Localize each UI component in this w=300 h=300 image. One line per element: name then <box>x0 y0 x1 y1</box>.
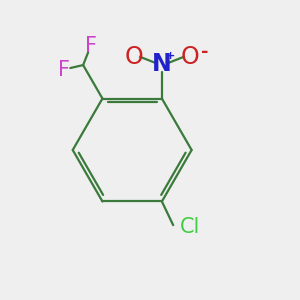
Text: N: N <box>152 52 172 76</box>
Text: +: + <box>166 51 176 61</box>
Text: Cl: Cl <box>180 217 200 237</box>
Text: F: F <box>58 59 70 80</box>
Text: F: F <box>85 36 97 56</box>
Text: O: O <box>124 45 143 69</box>
Text: -: - <box>201 43 208 61</box>
Text: O: O <box>181 45 200 69</box>
